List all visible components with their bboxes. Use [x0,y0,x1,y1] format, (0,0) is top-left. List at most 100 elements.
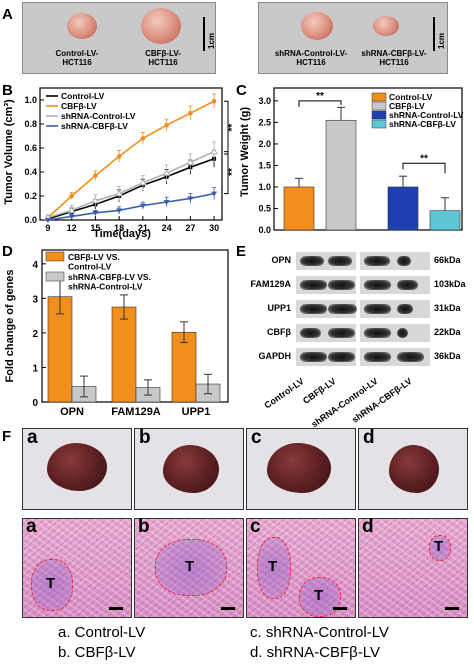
series-line [47,192,215,221]
tumor-label-cbfb: CBFβ-LV- HCT116 [145,49,181,67]
tumor-control [67,13,97,39]
wb-band [364,256,390,266]
significance-bracket [298,100,342,107]
y-tick-label: 0.8 [24,119,37,129]
category-label: UPP1 [182,406,211,418]
data-point [211,191,218,197]
tumor-photo-left: Control-LV- HCT116 CBFβ-LV- HCT116 1cm [22,2,216,74]
wb-kda-label: 66kDa [434,255,461,265]
data-point [211,98,217,104]
legend-cbfb: b. CBFβ-LV [58,644,136,661]
data-point [69,193,74,199]
legend-shrna-control: c. shRNA-Control-LV [250,624,389,641]
y-tick-label: 3 [32,294,38,305]
histology-scale-bar [221,607,235,610]
bar [325,119,357,231]
tumor-label-shrna-control: shRNA-Control-LV- HCT116 [274,49,348,67]
significance-bracket [224,151,229,195]
y-tick-label: 2 [32,329,38,340]
y-tick-label: 0.6 [24,143,37,153]
wb-strip [360,252,430,270]
wb-band [397,304,413,314]
significance-mark: ** [227,168,236,176]
data-point [93,173,98,178]
panel-label-f: F [2,428,12,445]
x-axis-label: Time(days) [93,228,151,240]
legend-label: shRNA-Control-LV [389,110,464,120]
wb-kda-label: 31kDa [434,303,461,313]
wb-band [364,352,392,362]
y-tick-label: 0 [32,398,38,409]
wb-protein-label: GAPDH [258,351,291,361]
plot-frame [273,87,463,231]
x-tick-label: 18 [114,223,124,233]
liver-photo: d [358,427,468,510]
liver [47,443,107,491]
liver-photo: c [246,427,356,510]
wb-band [397,280,418,290]
subpanel-label: b [139,427,151,448]
subpanel-label: c [250,516,261,537]
tumor-weight-chart: 0.0 0.5 1.0 1.5 2.0 2.5 3.0 ** ** Control-LVCBF… [239,87,464,235]
series-line [47,158,215,220]
x-tick-label: 24 [162,223,172,233]
wb-band [300,304,328,314]
wb-strip [296,348,356,366]
data-point [187,196,194,202]
y-tick-label: 1.0 [24,95,37,105]
data-point [140,136,146,141]
y-tick-label: 0.5 [258,203,271,213]
liver-photo: b [134,427,244,510]
bar [429,210,461,231]
x-tick-label: 12 [67,223,77,233]
liver [267,443,331,493]
fold-change-chart: 0 1 2 3 4 OPN FAM129A UPP1 CBFβ-LV VS. Control-… [4,249,229,418]
histology-scale-bar [333,607,347,610]
liver [163,445,219,493]
y-axis-label: Fold change of genes [4,269,16,382]
scale-label-right: 1cm [437,32,446,49]
y-tick-label: 1.0 [258,182,271,192]
bar [171,331,197,403]
y-tick-label: 1.5 [258,160,271,170]
wb-strip [296,300,357,318]
liver [389,445,439,493]
data-point [188,110,193,116]
significance-mark: ** [420,153,428,164]
wb-kda-label: 22kDa [434,327,461,337]
legend-swatch [371,110,387,120]
legend-line: CBFβ-LV VS. [68,252,120,262]
legend-line: shRNA-CBFβ-LV VS. [68,272,151,282]
tumor-label-shrna-cbfb: shRNA-CBFβ-LV- HCT116 [361,49,427,67]
bar [283,186,315,231]
data-point [115,189,124,197]
wb-band [300,256,324,266]
subpanel-label: b [138,516,150,537]
legend-label: shRNA-CBFβ-LV [61,121,128,131]
y-axis-label: Tumor Weight (g) [239,107,251,197]
legend-label: Control-LV [389,92,433,102]
wb-kda-label: 103kDa [434,279,466,289]
tumor-label-control: Control-LV- HCT116 [55,49,99,67]
scale-bar-right [433,17,435,51]
data-point [68,214,75,220]
wb-protein-label: OPN [271,255,291,265]
tumor-mark: T [185,557,195,575]
y-axis-label: Tumor Volume (cm³) [3,99,15,205]
panel-label-b: B [2,82,13,99]
panel-label-a: A [2,6,13,23]
y-tick-label: 4 [32,260,38,271]
panel-label-d: D [2,243,13,260]
panel-label-e: E [236,243,247,260]
y-tick-label: 2.5 [258,117,271,127]
data-point [92,210,99,216]
wb-band [397,352,425,362]
wb-strip [296,324,356,342]
wb-protein-label: CBFβ [267,327,291,337]
wb-band [300,280,328,290]
legend-line: Control-LV [68,262,112,272]
bar [111,306,137,403]
subpanel-label: d [362,516,374,537]
wb-band [397,328,409,338]
